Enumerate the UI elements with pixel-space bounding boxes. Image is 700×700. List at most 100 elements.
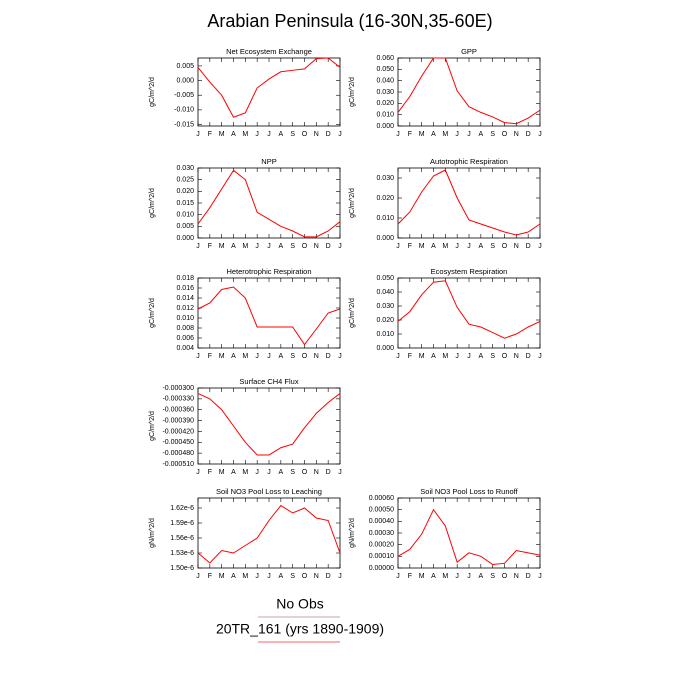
- x-tick-label: J: [455, 131, 459, 138]
- y-tick-label: 0.050: [376, 275, 394, 282]
- y-tick-label: 0.040: [376, 78, 394, 85]
- x-tick-label: F: [208, 353, 212, 360]
- x-tick-label: A: [278, 131, 283, 138]
- plot-frame: [197, 167, 341, 239]
- figure-title: Arabian Peninsula (16-30N,35-60E): [207, 11, 492, 31]
- y-tick-label: 0.025: [176, 177, 194, 184]
- x-tick-label: N: [314, 353, 319, 360]
- x-tick-label: J: [196, 469, 200, 476]
- x-tick-label: M: [419, 573, 425, 580]
- y-tick-label: -0.000300: [162, 385, 194, 392]
- x-tick-label: J: [455, 573, 459, 580]
- x-tick-label: M: [219, 573, 225, 580]
- x-tick-label: J: [267, 469, 271, 476]
- panel-title: NPP: [261, 157, 276, 166]
- x-tick-label: S: [290, 469, 295, 476]
- panel-title: Net Ecosystem Exchange: [226, 47, 312, 56]
- data-line: [197, 57, 341, 118]
- x-tick-label: J: [467, 353, 471, 360]
- x-tick-label: M: [242, 243, 248, 250]
- y-tick-label: 0.015: [176, 200, 194, 207]
- y-tick-label: -0.005: [174, 92, 194, 99]
- x-tick-label: D: [526, 131, 531, 138]
- x-tick-label: F: [208, 469, 212, 476]
- y-tick-label: 0.00040: [369, 518, 394, 525]
- y-tick-label: 0.010: [376, 112, 394, 119]
- x-tick-label: A: [478, 573, 483, 580]
- y-tick-label: 0.00060: [369, 495, 394, 502]
- y-tick-label: 0.000: [376, 345, 394, 352]
- y-tick-label: 0.000: [376, 235, 394, 242]
- x-tick-label: J: [196, 573, 200, 580]
- y-axis-label: gC/m^2/d: [149, 411, 156, 441]
- x-tick-label: A: [231, 469, 236, 476]
- x-tick-label: J: [467, 131, 471, 138]
- x-tick-label: O: [502, 243, 508, 250]
- x-tick-label: A: [431, 353, 436, 360]
- data-line: [397, 169, 541, 236]
- x-tick-label: M: [419, 131, 425, 138]
- x-tick-label: N: [514, 353, 519, 360]
- x-tick-label: S: [290, 353, 295, 360]
- x-tick-label: S: [290, 131, 295, 138]
- y-tick-label: 0.00010: [369, 553, 394, 560]
- x-tick-label: J: [267, 131, 271, 138]
- x-tick-label: M: [442, 243, 448, 250]
- x-tick-label: O: [502, 573, 508, 580]
- x-tick-label: N: [314, 469, 319, 476]
- x-tick-label: D: [326, 573, 331, 580]
- y-axis-label: gC/m^2/d: [149, 77, 156, 107]
- y-tick-label: 0.000: [376, 123, 394, 130]
- y-tick-label: 0.030: [376, 89, 394, 96]
- y-tick-label: 0.00020: [369, 542, 394, 549]
- y-tick-label: 0.006: [176, 335, 194, 342]
- x-tick-label: A: [231, 353, 236, 360]
- x-tick-label: M: [219, 353, 225, 360]
- x-tick-label: J: [538, 573, 542, 580]
- x-tick-label: D: [326, 131, 331, 138]
- panel-title: Soil NO3 Pool Loss to Leaching: [216, 487, 322, 496]
- x-tick-label: S: [290, 573, 295, 580]
- x-tick-label: N: [514, 573, 519, 580]
- x-tick-label: J: [267, 243, 271, 250]
- x-tick-label: S: [290, 243, 295, 250]
- y-tick-label: -0.000390: [162, 417, 194, 424]
- x-tick-label: J: [455, 243, 459, 250]
- x-tick-label: S: [490, 131, 495, 138]
- x-tick-label: M: [419, 353, 425, 360]
- data-line: [397, 280, 541, 339]
- data-line: [397, 508, 541, 566]
- x-tick-label: F: [408, 131, 412, 138]
- x-tick-label: S: [490, 573, 495, 580]
- x-tick-label: A: [431, 131, 436, 138]
- x-tick-label: J: [255, 469, 259, 476]
- plot-frame: [197, 387, 341, 465]
- x-tick-label: J: [538, 353, 542, 360]
- x-tick-label: M: [219, 469, 225, 476]
- x-tick-label: O: [302, 469, 308, 476]
- data-line: [197, 169, 341, 238]
- x-tick-label: J: [396, 353, 400, 360]
- x-tick-label: J: [196, 131, 200, 138]
- plot-frame: [197, 497, 341, 569]
- x-tick-label: J: [338, 469, 342, 476]
- x-tick-label: A: [278, 243, 283, 250]
- y-tick-label: 0.010: [376, 331, 394, 338]
- data-line: [197, 286, 341, 346]
- y-axis-label: gC/m^2/d: [149, 298, 156, 328]
- panel-title: Surface CH4 Flux: [239, 377, 298, 386]
- panel-title: Heterotrophic Respiration: [226, 267, 311, 276]
- x-tick-label: M: [242, 353, 248, 360]
- x-tick-label: F: [408, 573, 412, 580]
- x-tick-label: F: [408, 353, 412, 360]
- x-tick-label: N: [314, 573, 319, 580]
- y-axis-label: gC/m^2/d: [349, 298, 356, 328]
- y-tick-label: 0.020: [176, 188, 194, 195]
- y-tick-label: -0.000330: [162, 396, 194, 403]
- x-tick-label: O: [302, 573, 308, 580]
- x-tick-label: N: [514, 243, 519, 250]
- y-tick-label: 0.050: [376, 66, 394, 73]
- x-tick-label: D: [526, 353, 531, 360]
- x-tick-label: A: [278, 469, 283, 476]
- x-tick-label: J: [538, 243, 542, 250]
